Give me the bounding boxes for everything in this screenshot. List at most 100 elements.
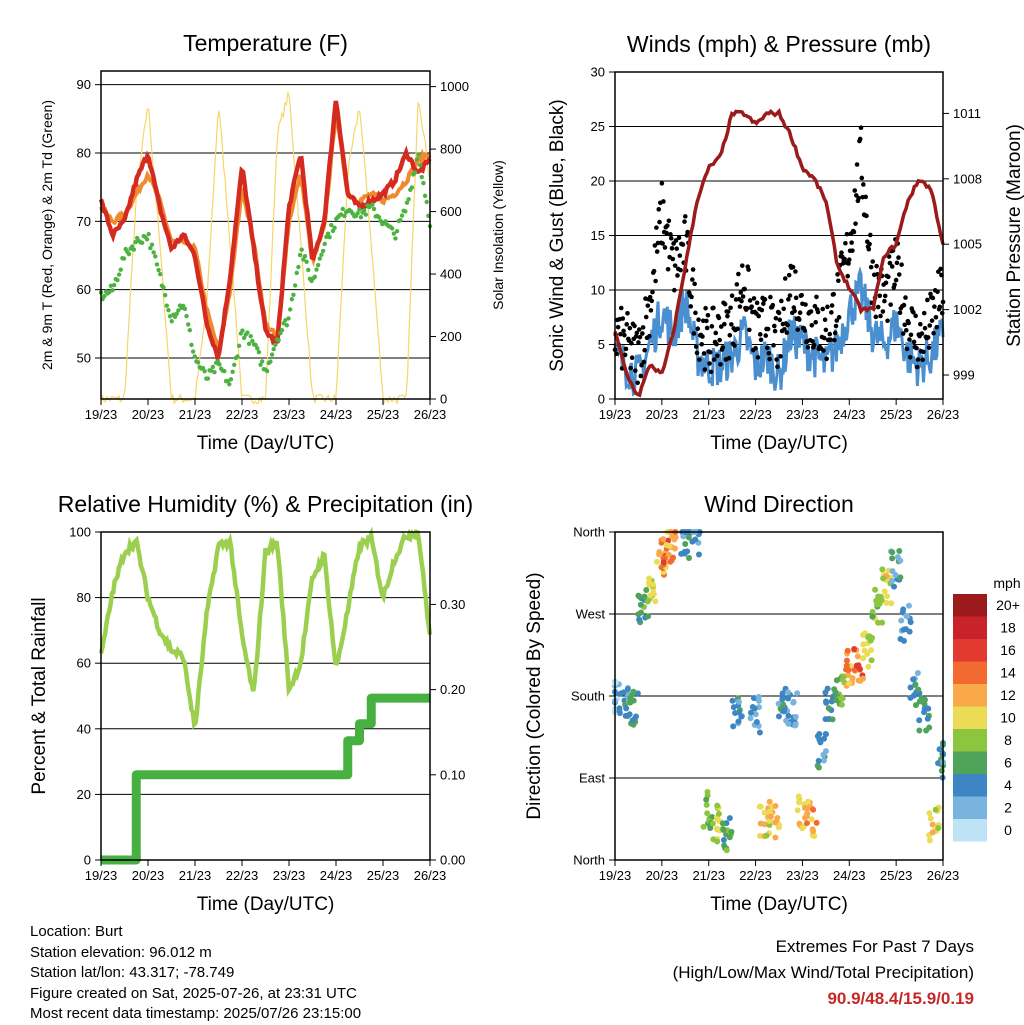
direction-point — [815, 757, 822, 764]
td-point — [225, 378, 230, 384]
y-tick-label: West — [576, 607, 606, 622]
gust-point — [827, 331, 833, 337]
gust-point — [627, 325, 633, 331]
direction-point — [757, 803, 764, 810]
td-point — [301, 257, 306, 262]
direction-point — [772, 802, 779, 809]
direction-point — [647, 592, 654, 599]
gust-point — [781, 306, 786, 312]
gust-point — [828, 337, 833, 342]
gust-point — [870, 259, 876, 264]
gust-point — [705, 312, 711, 318]
gust-point — [873, 314, 879, 320]
gust-point — [886, 274, 891, 280]
direction-point — [785, 720, 792, 727]
x-tick-label: 23/23 — [786, 868, 819, 883]
gust-point — [938, 266, 943, 272]
td-point — [342, 213, 347, 219]
gust-point — [650, 289, 655, 295]
gust-point — [625, 310, 630, 316]
gust-point — [691, 331, 697, 336]
direction-point — [823, 699, 830, 706]
elevation-text: Station elevation: 96.012 m — [30, 943, 212, 961]
gust-point — [868, 264, 874, 270]
legend-swatch — [953, 661, 987, 684]
gust-point — [717, 337, 722, 343]
direction-point — [757, 820, 764, 827]
gust-point — [805, 345, 811, 350]
y2-tick-label: 0 — [440, 392, 447, 407]
gust-point — [656, 207, 662, 212]
y-tick-label: 40 — [77, 721, 91, 736]
td-point — [292, 283, 298, 288]
direction-point — [756, 729, 763, 736]
gust-point — [793, 295, 799, 301]
direction-point — [816, 730, 823, 737]
gust-point — [836, 315, 842, 320]
gust-point — [786, 297, 791, 302]
direction-point — [838, 701, 845, 708]
direction-point — [700, 823, 707, 830]
gust-point — [709, 324, 715, 329]
td-point — [296, 264, 301, 270]
y2-tick-label: 800 — [440, 142, 462, 157]
direction-point — [714, 802, 721, 809]
gust-point — [835, 272, 840, 277]
td-point — [362, 208, 367, 213]
td-point — [102, 293, 107, 299]
td-point — [195, 360, 201, 365]
y2-tick-label: 400 — [440, 267, 462, 282]
td-point — [164, 303, 169, 308]
gust-point — [749, 304, 754, 309]
td-point — [110, 288, 115, 293]
gust-point — [716, 315, 722, 321]
direction-point — [888, 578, 895, 585]
gust-point — [657, 219, 662, 225]
direction-point — [704, 788, 711, 795]
y2-tick-label: 1002 — [953, 302, 982, 317]
extremes-subtitle: (High/Low/Max Wind/Total Precipitation) — [672, 963, 974, 982]
pressure-line — [613, 107, 945, 398]
gust-point — [846, 261, 851, 266]
gust-point — [903, 295, 908, 300]
gust-point — [843, 240, 848, 246]
gust-point — [629, 355, 635, 360]
direction-point — [832, 697, 839, 704]
x-tick-label: 24/23 — [833, 407, 866, 422]
x-tick-label: 20/23 — [132, 407, 165, 422]
td-point — [268, 359, 273, 364]
gust-point — [703, 305, 708, 311]
td-point — [139, 240, 145, 246]
gust-point — [693, 344, 699, 349]
gust-point — [811, 342, 817, 348]
gust-point — [668, 232, 673, 237]
direction-point — [684, 548, 691, 555]
direction-point — [805, 798, 812, 805]
gust-point — [926, 345, 932, 350]
gust-point — [634, 330, 640, 336]
direction-point — [785, 689, 792, 696]
td-point — [258, 362, 263, 367]
td-point — [182, 306, 188, 311]
gust-point — [833, 323, 839, 329]
gust-point — [659, 181, 665, 186]
x-tick-label: 23/23 — [786, 407, 819, 422]
td-point — [162, 293, 168, 298]
gust-point — [728, 305, 733, 311]
direction-point — [875, 619, 882, 626]
gust-point — [797, 310, 803, 315]
gust-point — [785, 322, 790, 328]
gust-point — [935, 289, 940, 295]
direction-point — [646, 575, 653, 582]
gust-point — [722, 301, 728, 307]
gust-point — [767, 356, 772, 362]
gust-point — [773, 315, 779, 321]
gust-point — [704, 318, 709, 324]
gust-point — [803, 302, 808, 307]
y-tick-label: 60 — [77, 656, 91, 671]
gust-point — [778, 354, 783, 359]
direction-chart: 19/23 20/23 21/23 22/23 23/23 24/23 25/23 26/23… — [524, 491, 959, 915]
td-point — [283, 318, 288, 323]
gust-point — [672, 263, 678, 268]
gust-point — [758, 337, 764, 343]
